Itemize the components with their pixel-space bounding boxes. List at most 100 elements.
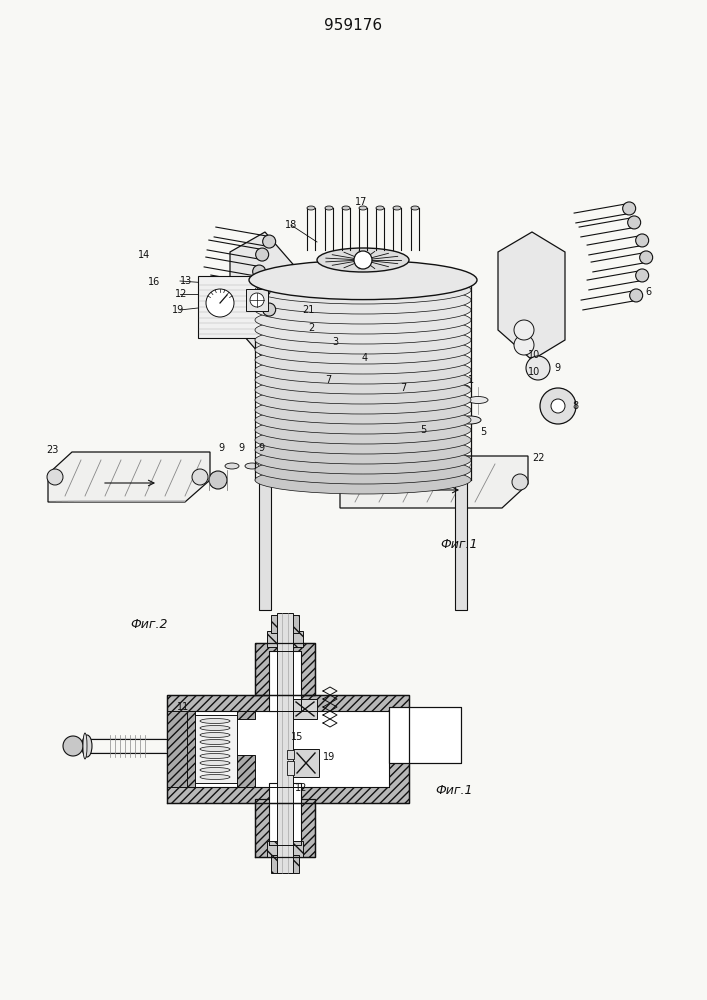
Ellipse shape (256, 248, 269, 261)
Bar (198, 276, 278, 338)
Bar (287, 761, 294, 775)
Ellipse shape (299, 374, 321, 382)
Ellipse shape (245, 463, 259, 469)
Bar (255, 799, 315, 857)
Ellipse shape (255, 356, 471, 384)
Bar (389, 707, 461, 763)
Ellipse shape (317, 353, 335, 361)
Ellipse shape (366, 368, 375, 386)
Ellipse shape (628, 216, 641, 229)
Ellipse shape (278, 360, 302, 369)
Text: 21: 21 (302, 305, 315, 315)
Ellipse shape (409, 406, 431, 414)
Bar (167, 695, 409, 803)
Polygon shape (498, 232, 565, 360)
Bar (167, 711, 195, 787)
Ellipse shape (200, 768, 230, 772)
Ellipse shape (297, 348, 319, 356)
Ellipse shape (255, 306, 471, 334)
Ellipse shape (200, 718, 230, 724)
Text: Фиг.2: Фиг.2 (130, 618, 168, 632)
Ellipse shape (200, 754, 230, 758)
Ellipse shape (255, 416, 471, 444)
Bar (246, 289, 268, 311)
Ellipse shape (526, 356, 550, 380)
Circle shape (206, 289, 234, 317)
Text: 16: 16 (148, 277, 160, 287)
Ellipse shape (342, 206, 350, 210)
Ellipse shape (636, 269, 648, 282)
Circle shape (514, 335, 534, 355)
Circle shape (250, 293, 264, 307)
Ellipse shape (255, 366, 471, 394)
Ellipse shape (372, 371, 380, 388)
Ellipse shape (255, 296, 471, 324)
Ellipse shape (200, 774, 230, 780)
Ellipse shape (347, 362, 360, 377)
Text: 19: 19 (323, 752, 335, 762)
Text: 14: 14 (138, 250, 151, 260)
Circle shape (514, 320, 534, 340)
Bar (271, 615, 299, 633)
Text: 10: 10 (528, 350, 540, 360)
Bar (287, 750, 294, 759)
Ellipse shape (281, 338, 303, 346)
Ellipse shape (307, 206, 315, 210)
Ellipse shape (255, 396, 471, 424)
Text: 7: 7 (325, 375, 332, 385)
Text: 9: 9 (554, 363, 560, 373)
Polygon shape (230, 232, 298, 360)
Ellipse shape (324, 471, 342, 489)
Text: 5: 5 (420, 425, 426, 435)
Bar (237, 755, 255, 787)
Ellipse shape (446, 412, 464, 418)
Text: 10: 10 (528, 367, 540, 377)
Bar (389, 707, 461, 763)
Text: 18: 18 (285, 220, 297, 230)
Ellipse shape (83, 733, 87, 759)
Ellipse shape (255, 276, 471, 304)
Ellipse shape (255, 286, 471, 314)
Ellipse shape (255, 326, 471, 354)
Polygon shape (340, 456, 528, 508)
Ellipse shape (354, 364, 365, 380)
Ellipse shape (257, 283, 271, 296)
Ellipse shape (265, 463, 279, 469)
Bar (293, 699, 317, 719)
Ellipse shape (347, 383, 363, 389)
Ellipse shape (383, 376, 390, 393)
Ellipse shape (47, 469, 63, 485)
Ellipse shape (255, 336, 471, 364)
Ellipse shape (335, 359, 350, 370)
Circle shape (551, 399, 565, 413)
Text: 6: 6 (645, 287, 651, 297)
Ellipse shape (365, 383, 381, 389)
Ellipse shape (192, 469, 208, 485)
Ellipse shape (323, 355, 340, 364)
Text: Фиг.1: Фиг.1 (435, 784, 472, 798)
Ellipse shape (359, 366, 370, 383)
Text: 4: 4 (362, 353, 368, 363)
Ellipse shape (329, 357, 345, 367)
Ellipse shape (416, 375, 434, 381)
Ellipse shape (255, 426, 471, 454)
Ellipse shape (200, 760, 230, 766)
Text: 23: 23 (46, 445, 59, 455)
Ellipse shape (255, 346, 471, 374)
Text: 12: 12 (175, 289, 187, 299)
Ellipse shape (255, 446, 471, 474)
Ellipse shape (255, 466, 471, 494)
Ellipse shape (636, 234, 648, 247)
Text: 20: 20 (304, 285, 316, 295)
Text: 3: 3 (332, 337, 338, 347)
Ellipse shape (443, 406, 465, 414)
Ellipse shape (429, 399, 447, 405)
Ellipse shape (200, 732, 230, 738)
Text: 7: 7 (400, 383, 407, 393)
Text: Фиг.1: Фиг.1 (440, 538, 477, 552)
Ellipse shape (255, 436, 471, 464)
Ellipse shape (315, 292, 321, 294)
Bar (237, 711, 255, 719)
Bar (267, 631, 303, 647)
Bar (293, 749, 319, 777)
